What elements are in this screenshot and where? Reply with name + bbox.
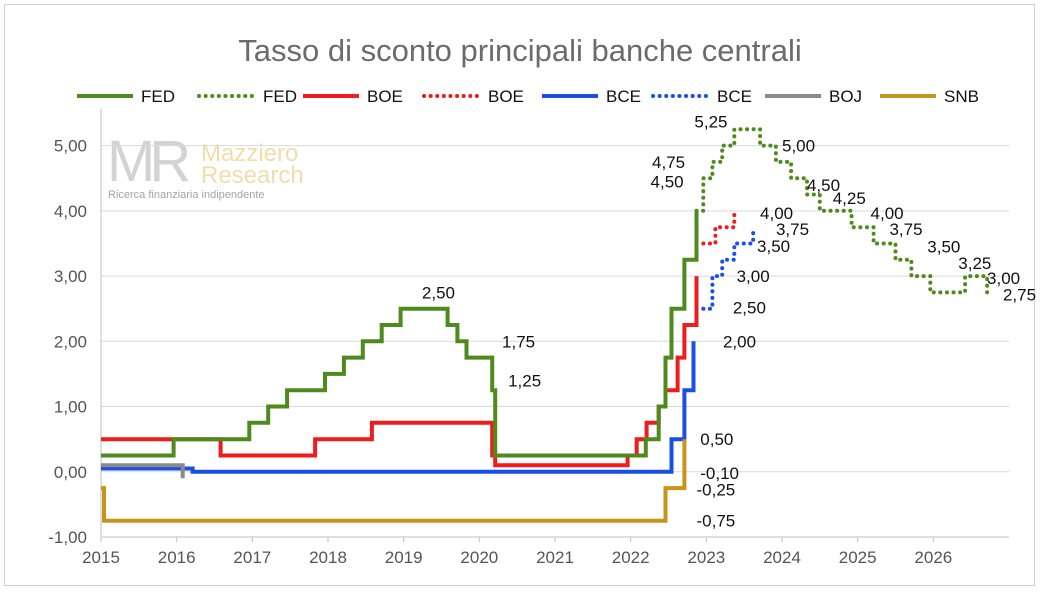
data-label: 4,50 — [807, 176, 840, 195]
watermark: MR Mazziero Research Ricerca finanziaria… — [107, 129, 304, 201]
y-tick-label: 4,00 — [54, 202, 87, 221]
series-bce-solid — [101, 341, 696, 474]
y-tick-label: 5,00 — [54, 137, 87, 156]
data-label: 3,00 — [737, 267, 770, 286]
data-label: 4,50 — [651, 172, 684, 191]
data-label: 2,00 — [723, 332, 756, 351]
data-label: 4,25 — [833, 189, 866, 208]
x-tick-label: 2026 — [914, 548, 952, 567]
data-label: 1,75 — [502, 332, 535, 351]
legend-label: BOJ — [829, 87, 862, 106]
legend-label: BOE — [367, 87, 403, 106]
data-label: -0,25 — [696, 480, 735, 499]
data-label: 3,00 — [987, 269, 1020, 288]
data-label: 1,25 — [508, 371, 541, 390]
x-tick-label: 2016 — [158, 548, 196, 567]
data-label: 2,50 — [733, 298, 766, 317]
chart-title: Tasso di sconto principali banche centra… — [238, 33, 801, 68]
legend: FED FED BOE BOE BCE BCE BOJ SNB — [77, 87, 979, 106]
legend-label: FED — [263, 87, 297, 106]
series-boj-solid — [101, 463, 185, 479]
watermark-logo: MR — [107, 129, 189, 194]
series-boe-solid — [101, 276, 699, 468]
x-tick-label: 2023 — [687, 548, 725, 567]
x-tick-label: 2015 — [82, 548, 120, 567]
data-label: 4,75 — [652, 153, 685, 172]
data-label: 3,75 — [889, 220, 922, 239]
data-label: 0,50 — [700, 430, 733, 449]
data-label: 5,00 — [782, 137, 815, 156]
series-snb-solid — [101, 439, 687, 523]
data-label: 3,50 — [927, 238, 960, 257]
legend-label: BCE — [606, 87, 641, 106]
series-bce-dotted — [701, 225, 756, 311]
x-tick-label: 2018 — [309, 548, 347, 567]
x-tick-label: 2020 — [460, 548, 498, 567]
data-label: 4,00 — [760, 204, 793, 223]
y-tick-label: 3,00 — [54, 267, 87, 286]
watermark-tagline: Ricerca finanziaria indipendente — [108, 189, 265, 201]
legend-label: BOE — [488, 87, 524, 106]
x-tick-label: 2021 — [536, 548, 574, 567]
series-boe-dotted — [701, 208, 737, 246]
x-tick-label: 2019 — [385, 548, 423, 567]
y-axis-ticks: -1,00 0,00 1,00 2,00 3,00 4,00 5,00 — [48, 137, 87, 547]
data-label: -0,10 — [700, 464, 739, 483]
data-label: -0,75 — [696, 512, 735, 531]
series-lines — [101, 127, 990, 523]
y-tick-label: 0,00 — [54, 463, 87, 482]
y-tick-label: -1,00 — [48, 528, 87, 547]
series-fed-dotted — [694, 127, 990, 295]
data-label: 2,75 — [1003, 285, 1036, 304]
y-tick-label: 1,00 — [54, 398, 87, 417]
chart-frame: Tasso di sconto principali banche centra… — [4, 4, 1036, 586]
x-tick-label: 2025 — [839, 548, 877, 567]
x-tick-label: 2024 — [763, 548, 801, 567]
data-label: 5,25 — [694, 112, 727, 131]
x-tick-label: 2017 — [233, 548, 271, 567]
data-label: 4,00 — [871, 204, 904, 223]
data-label: 3,50 — [757, 237, 790, 256]
legend-label: SNB — [944, 87, 979, 106]
data-label: 2,50 — [422, 284, 455, 303]
x-tick-label: 2022 — [612, 548, 650, 567]
watermark-line1: Mazziero — [201, 140, 298, 167]
data-label: 3,25 — [958, 254, 991, 273]
legend-label: FED — [141, 87, 175, 106]
series-fed-solid — [101, 210, 699, 458]
data-label: 3,75 — [776, 220, 809, 239]
x-axis-ticks: 2015 2016 2017 2018 2019 2020 2021 2022 2023 2024… — [82, 537, 952, 567]
watermark-line2: Research — [201, 162, 304, 189]
data-labels: 2,50 1,75 1,25 0,50 -0,10-0,25 -0,75 2,00 2,50 3… — [422, 112, 1036, 530]
legend-label: BCE — [717, 87, 752, 106]
central-bank-rates-chart: Tasso di sconto principali banche centra… — [48, 33, 1036, 567]
y-tick-label: 2,00 — [54, 332, 87, 351]
